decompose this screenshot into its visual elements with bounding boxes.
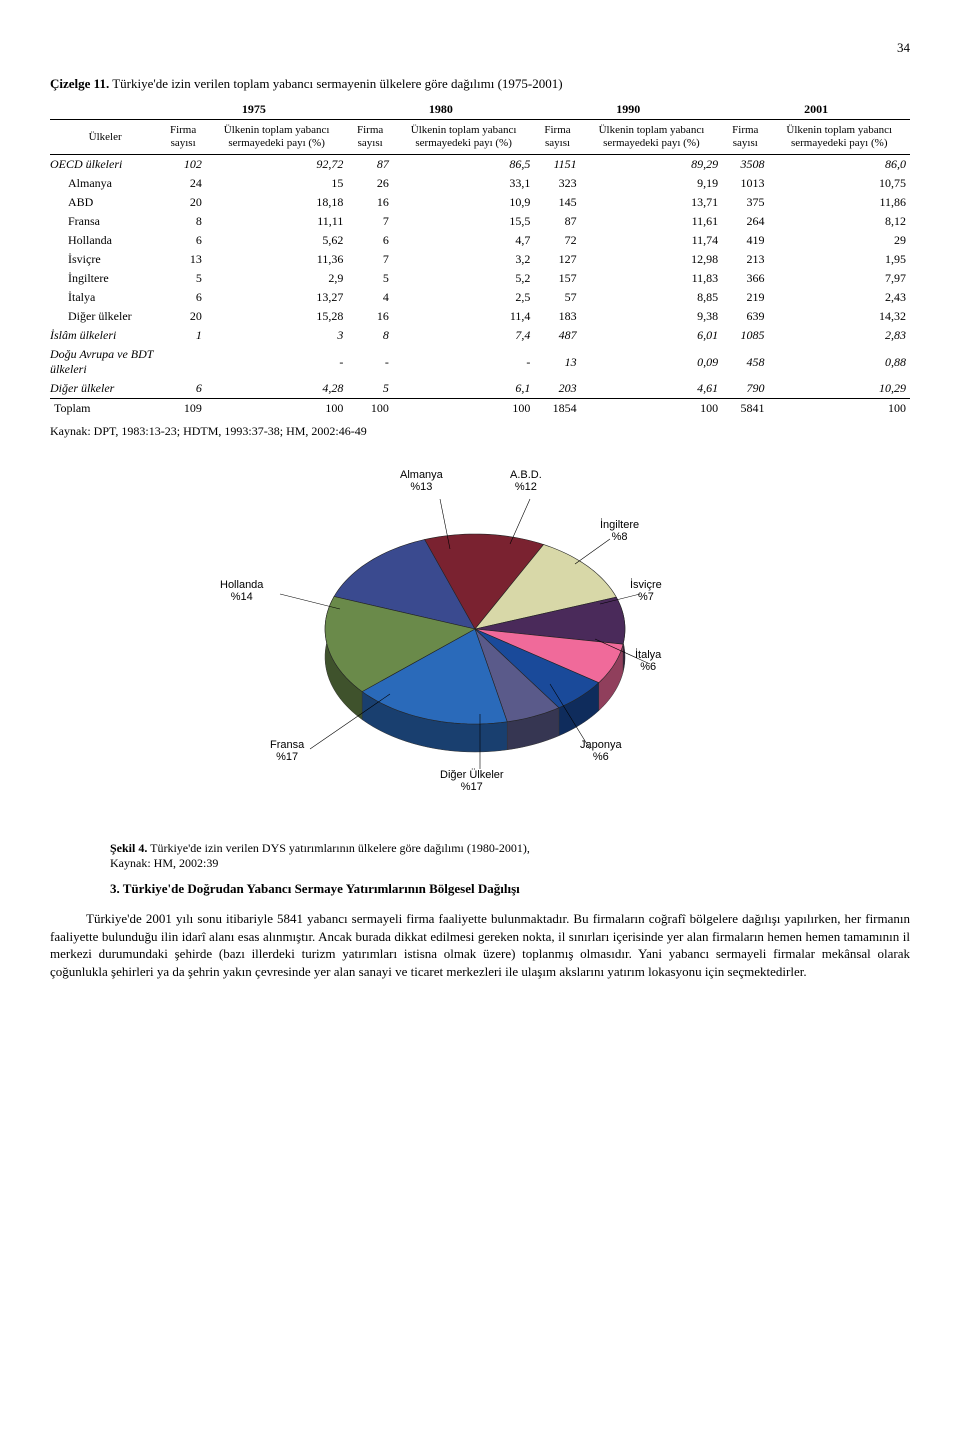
body-paragraph: Türkiye'de 2001 yılı sonu itibariyle 584… xyxy=(50,910,910,980)
col-firma: Firma sayısı xyxy=(722,120,768,155)
section-heading: 3. Türkiye'de Doğrudan Yabancı Sermaye Y… xyxy=(110,881,910,897)
table-row: İngiltere52,955,215711,833667,97 xyxy=(50,269,910,288)
table-row: Diğer ülkeler64,2856,12034,6179010,29 xyxy=(50,379,910,399)
table-row: İtalya613,2742,5578,852192,43 xyxy=(50,288,910,307)
pie-label: Diğer Ülkeler%17 xyxy=(440,769,504,793)
col-pay: Ülkenin toplam yabancı sermayedeki payı … xyxy=(206,120,347,155)
table-row: Hollanda65,6264,77211,7441929 xyxy=(50,231,910,250)
pie-chart: Almanya%13 A.B.D.%12 İngiltere%8 İsviçre%7 İ… xyxy=(180,469,780,829)
col-pay: Ülkenin toplam yabancı sermayedeki payı … xyxy=(581,120,722,155)
table-caption: Çizelge 11. Türkiye'de izin verilen topl… xyxy=(50,76,910,92)
table-caption-text: Türkiye'de izin verilen toplam yabancı s… xyxy=(112,76,562,91)
data-table: 1975 1980 1990 2001 Ülkeler Firma sayısı… xyxy=(50,100,910,418)
table-caption-prefix: Çizelge 11. xyxy=(50,76,109,91)
table-row: Fransa811,11715,58711,612648,12 xyxy=(50,212,910,231)
figure-caption-text: Türkiye'de izin verilen DYS yatırımların… xyxy=(150,841,530,855)
pie-label: İsviçre%7 xyxy=(630,579,662,603)
figure-source: Kaynak: HM, 2002:39 xyxy=(110,856,218,870)
pie-label: Fransa%17 xyxy=(270,739,304,763)
year-header: 1980 xyxy=(347,100,534,120)
table-row: Doğu Avrupa ve BDT ülkeleri---130,094580… xyxy=(50,345,910,379)
table-row: İsviçre1311,3673,212712,982131,95 xyxy=(50,250,910,269)
table-row: OECD ülkeleri10292,728786,5115189,293508… xyxy=(50,155,910,175)
table-row: Almanya24152633,13239,19101310,75 xyxy=(50,174,910,193)
col-firma: Firma sayısı xyxy=(534,120,580,155)
col-pay: Ülkenin toplam yabancı sermayedeki payı … xyxy=(393,120,534,155)
pie-label: İngiltere%8 xyxy=(600,519,639,543)
col-firma: Firma sayısı xyxy=(347,120,393,155)
pie-label: Hollanda%14 xyxy=(220,579,263,603)
table-source: Kaynak: DPT, 1983:13-23; HDTM, 1993:37-3… xyxy=(50,424,910,439)
col-ulkeler: Ülkeler xyxy=(50,120,160,155)
col-firma: Firma sayısı xyxy=(160,120,206,155)
table-row: ABD2018,181610,914513,7137511,86 xyxy=(50,193,910,212)
year-header: 1990 xyxy=(534,100,722,120)
table-row: Diğer ülkeler2015,281611,41839,3863914,3… xyxy=(50,307,910,326)
pie-label: Almanya%13 xyxy=(400,469,443,493)
figure-caption: Şekil 4. Türkiye'de izin verilen DYS yat… xyxy=(110,841,870,871)
table-row: İslâm ülkeleri1387,44876,0110852,83 xyxy=(50,326,910,345)
year-header: 2001 xyxy=(722,100,910,120)
col-pay: Ülkenin toplam yabancı sermayedeki payı … xyxy=(768,120,910,155)
pie-label: İtalya%6 xyxy=(635,649,661,673)
pie-label: Japonya%6 xyxy=(580,739,622,763)
pie-label: A.B.D.%12 xyxy=(510,469,542,493)
figure-caption-prefix: Şekil 4. xyxy=(110,841,147,855)
year-header: 1975 xyxy=(160,100,347,120)
page-number: 34 xyxy=(50,40,910,56)
